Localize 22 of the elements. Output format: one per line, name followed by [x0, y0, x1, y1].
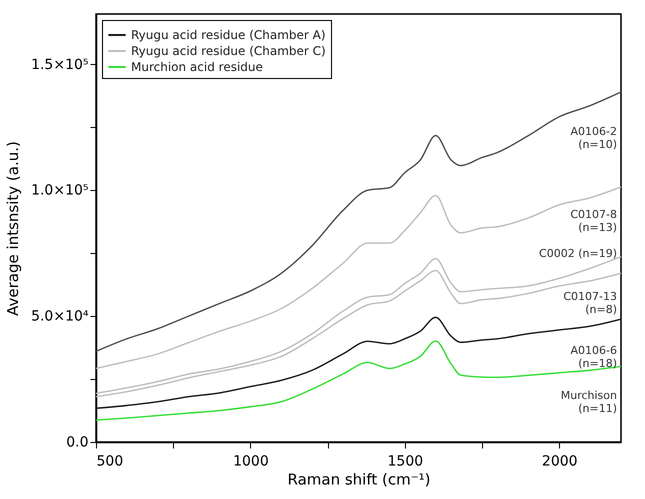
x-axis-title: Raman shift (cm⁻¹)	[287, 470, 431, 488]
x-tick-label: 1500	[388, 454, 424, 470]
line-series	[95, 340, 622, 421]
y-tick-label: 0.0	[66, 434, 88, 450]
annotation: A0106-6 (n=18)	[570, 344, 617, 370]
annotation: Murchison (n=11)	[560, 389, 618, 415]
annotation: C0107-13 (n=8)	[563, 290, 617, 316]
x-tick-label: 1000	[233, 454, 269, 470]
x-tick-label: 500	[96, 454, 124, 470]
legend-label: Murchion acid residue	[131, 60, 263, 74]
y-tick-label: 1.5×10⁵	[31, 56, 88, 73]
y-tick-label: 5.0×10⁴	[31, 308, 89, 325]
line-series	[95, 91, 622, 352]
line-series	[95, 186, 622, 370]
annotation: C0107-8 (n=13)	[570, 208, 617, 234]
x-tick-label: 2000	[542, 454, 578, 470]
y-axis-title: Average intsnsity (a.u.)	[4, 141, 22, 316]
legend-label: Ryugu acid residue (Chamber A)	[131, 28, 326, 42]
legend-label: Ryugu acid residue (Chamber C)	[131, 44, 326, 58]
annotation: C0002 (n=19)	[539, 247, 617, 260]
y-tick-label: 1.0×10⁵	[31, 182, 88, 199]
annotation: A0106-2 (n=10)	[570, 125, 617, 151]
